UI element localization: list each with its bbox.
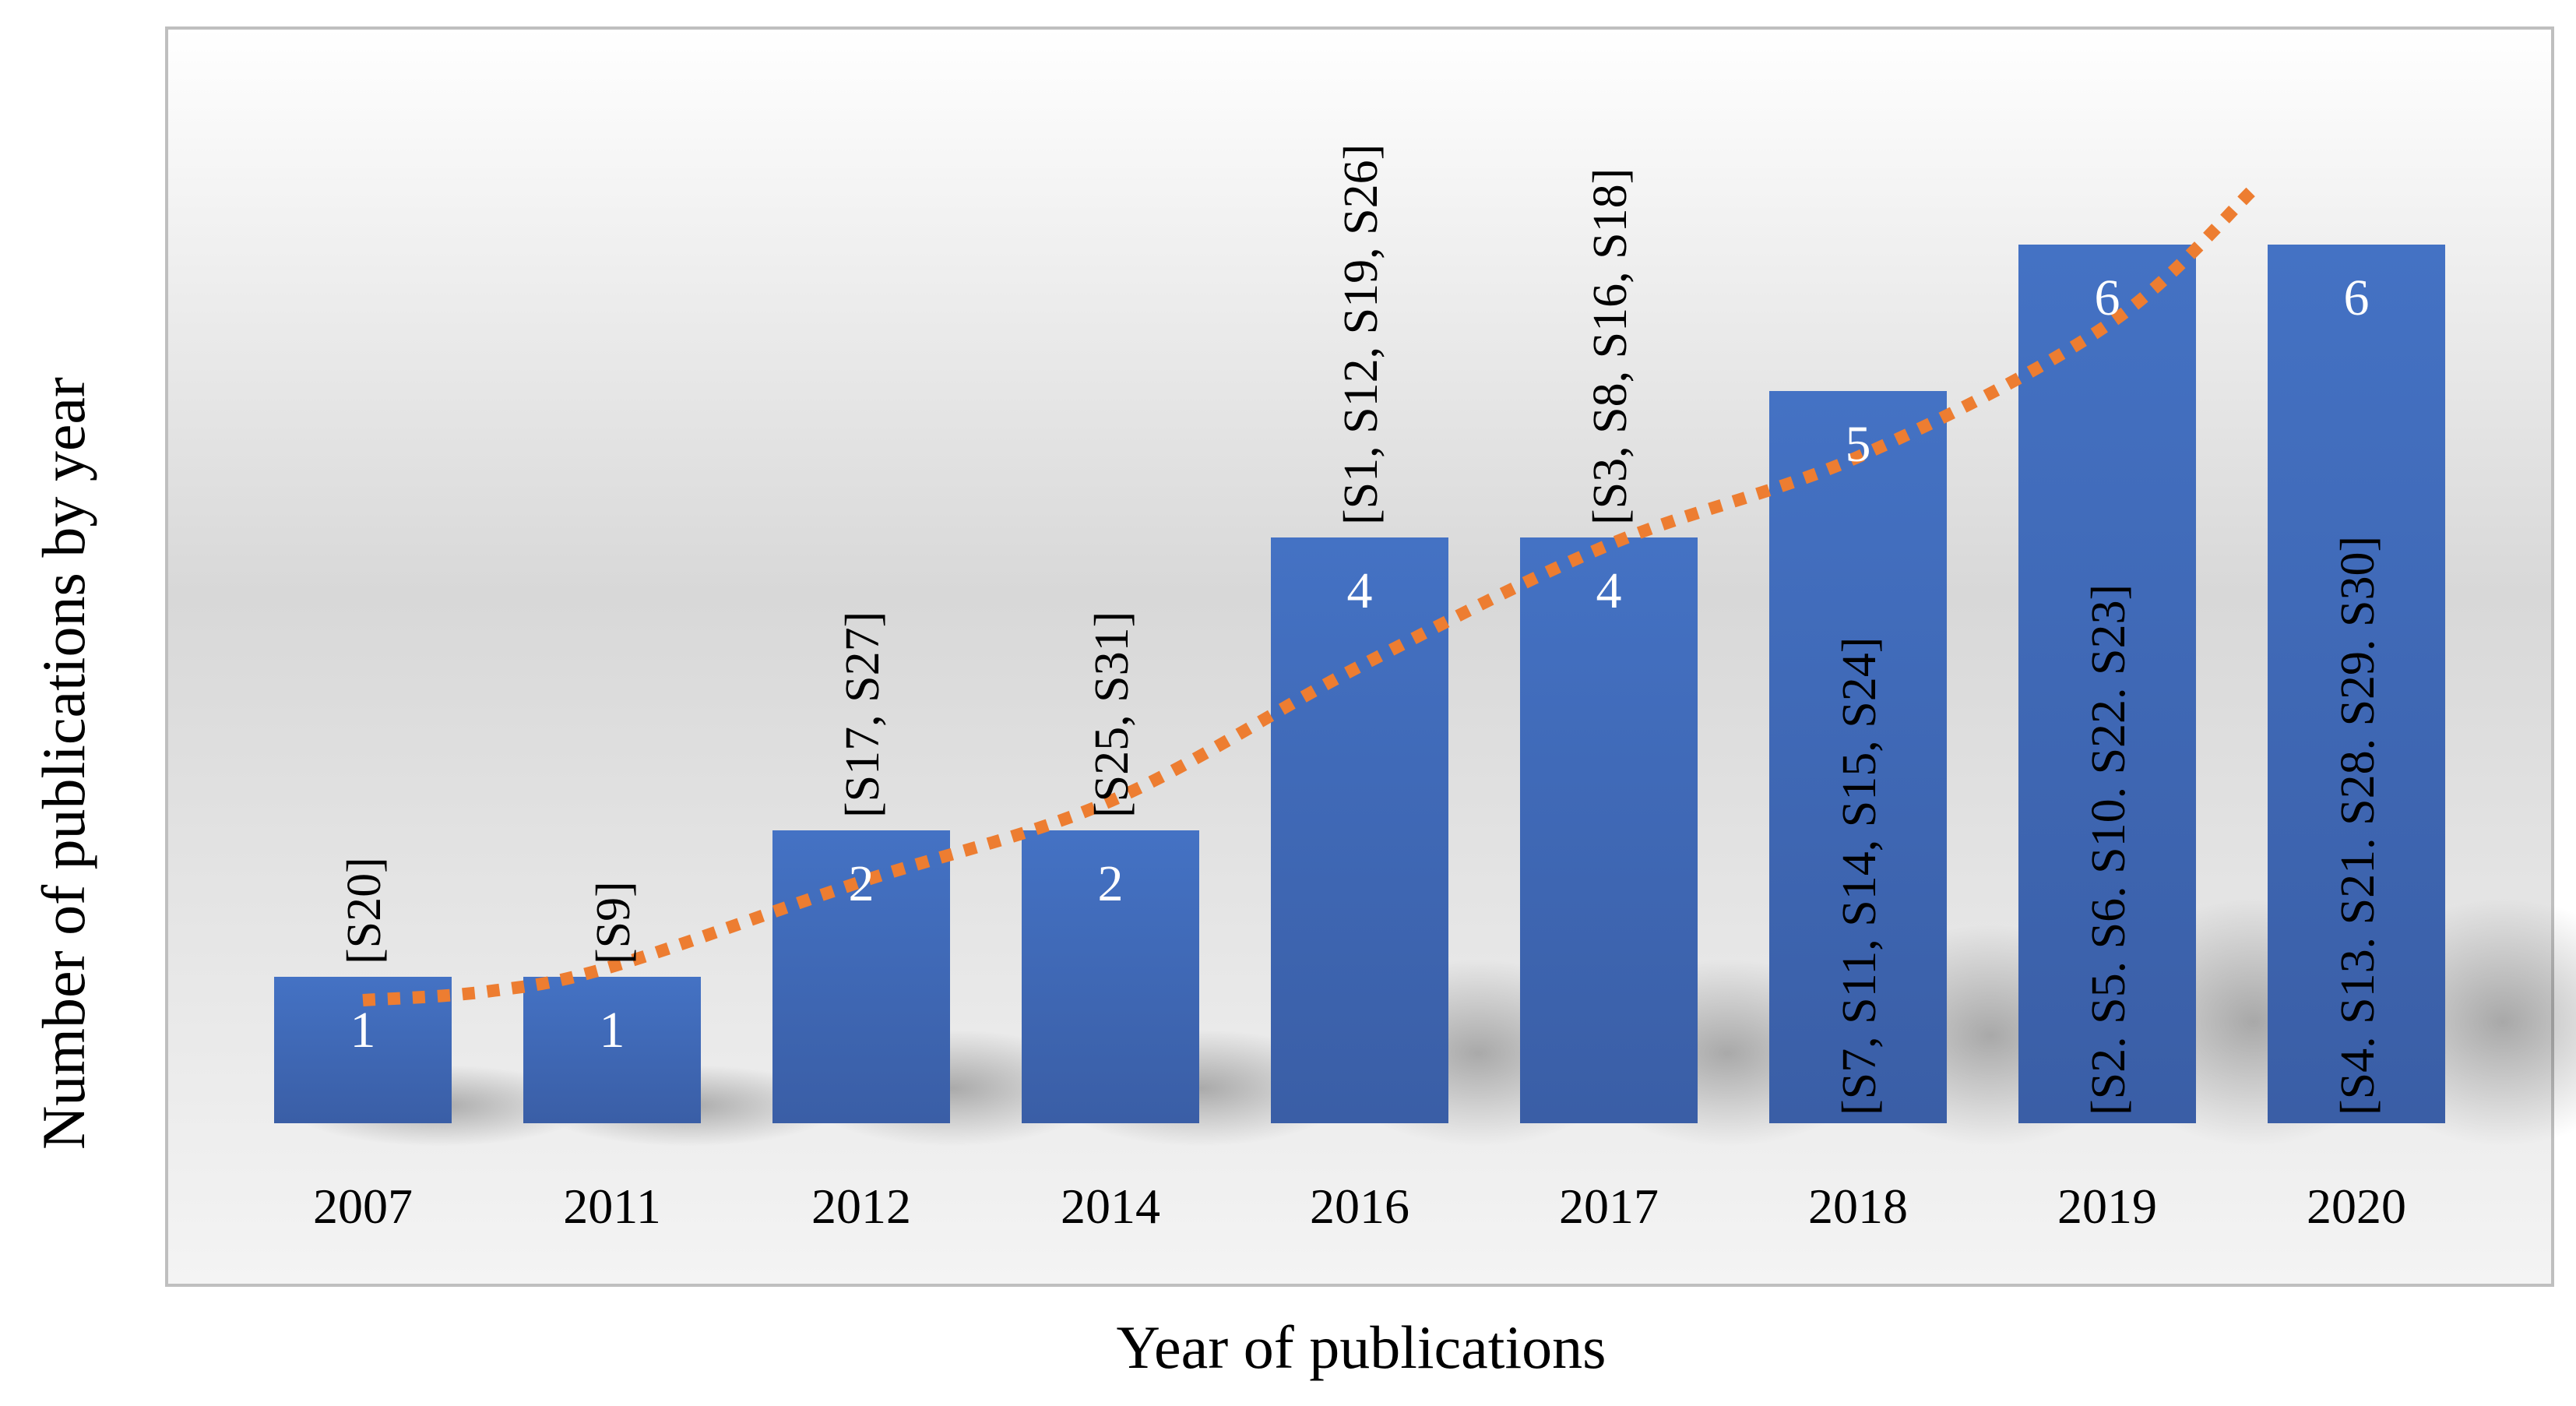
bar-value-label: 1 [350, 1002, 376, 1059]
bar-value-label: 2 [1098, 855, 1124, 912]
bar-value-label: 6 [2095, 270, 2120, 326]
bar-reference-label: [S1, S12, S19, S26] [1335, 144, 1388, 525]
bar-2017 [1520, 537, 1698, 1123]
x-axis-title: Year of publications [1117, 1313, 1606, 1381]
x-tick-label: 2007 [313, 1179, 413, 1234]
bar-2020 [2268, 245, 2445, 1123]
bar-reference-label: [S17, S27] [836, 611, 889, 818]
bar-reference-label: [S7, S11, S14, S15, S24] [1833, 637, 1886, 1115]
bar-reference-label: [S9] [587, 881, 640, 964]
x-tick-label: 2019 [2057, 1179, 2157, 1234]
bar-2014 [1022, 830, 1199, 1123]
bar-value-label: 4 [1596, 562, 1622, 619]
bar-reference-label: [S3, S8, S16, S18] [1584, 168, 1637, 525]
bar-reference-label: [S20] [338, 857, 391, 964]
bar-reference-label: [S4. S13. S21. S28. S29. S30] [2331, 536, 2384, 1115]
bar-value-label: 6 [2344, 270, 2370, 326]
bar-value-label: 5 [1846, 416, 1871, 473]
bar-2018 [1769, 391, 1947, 1123]
bar-2016 [1271, 537, 1448, 1123]
bar-value-label: 4 [1347, 562, 1373, 619]
bars-layer [274, 245, 2445, 1123]
x-tick-label: 2014 [1061, 1179, 1160, 1234]
bar-2012 [772, 830, 950, 1123]
labels-layer: 2007 2011 2012 2014 2016 2017 2018 2019 2020 1 1 2 2… [313, 144, 2406, 1234]
bar-2011 [523, 977, 701, 1123]
bar-value-label: 1 [600, 1002, 625, 1059]
trendline-layer [362, 181, 2261, 1007]
x-tick-label: 2011 [563, 1179, 661, 1234]
bar-reference-label: [S25, S31] [1086, 611, 1138, 818]
bar-reference-label: [S2. S5. S6. S10. S22. S23] [2082, 584, 2135, 1115]
x-tick-label: 2012 [811, 1179, 911, 1234]
x-tick-label: 2020 [2307, 1179, 2406, 1234]
x-tick-label: 2016 [1310, 1179, 1409, 1234]
trendline [362, 181, 2261, 1007]
bar-2019 [2018, 245, 2196, 1123]
x-tick-label: 2017 [1559, 1179, 1659, 1234]
bar-value-label: 2 [849, 855, 875, 912]
x-tick-label: 2018 [1808, 1179, 1908, 1234]
y-axis-title: Number of publications by year [30, 377, 97, 1150]
